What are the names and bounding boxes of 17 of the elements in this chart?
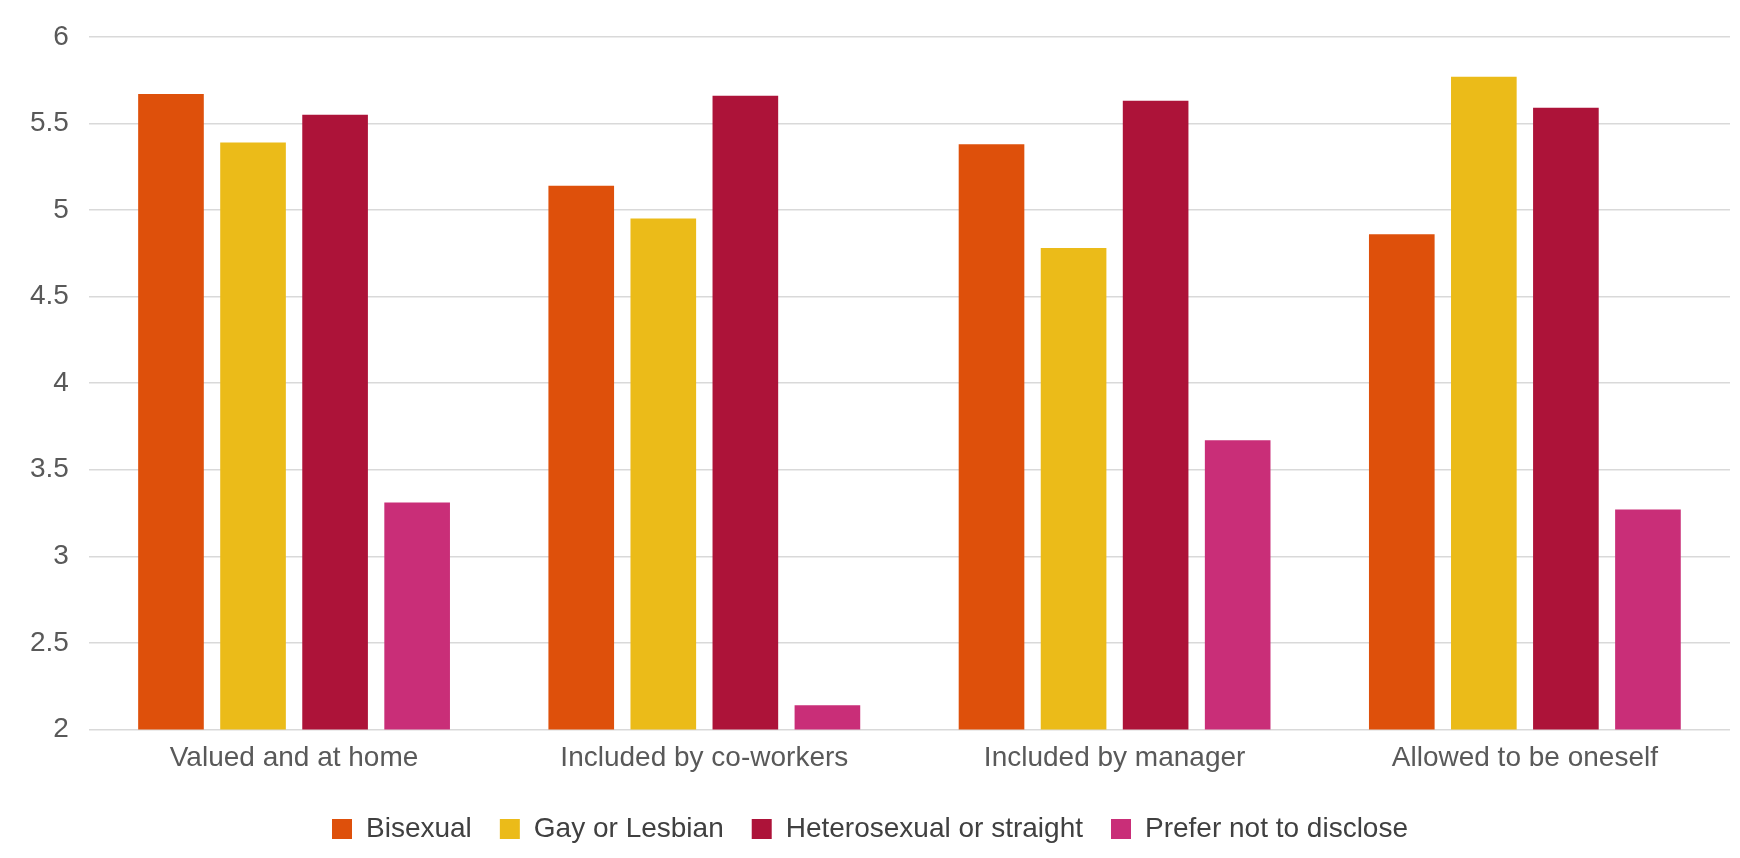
legend-label: Heterosexual or straight <box>785 811 1084 843</box>
x-tick-label: Allowed to be oneself <box>1391 740 1659 772</box>
y-tick-label: 6 <box>53 19 69 51</box>
legend-label: Gay or Lesbian <box>533 811 724 843</box>
x-tick-label: Valued and at home <box>169 740 419 772</box>
y-tick-label: 3.5 <box>29 452 69 484</box>
y-tick-label: 4.5 <box>29 279 69 311</box>
x-tick-label: Included by co-workers <box>560 740 849 772</box>
x-tick-label: Included by manager <box>983 740 1246 772</box>
legend-label: Prefer not to disclose <box>1144 811 1409 843</box>
y-tick-label: 2.5 <box>29 625 69 657</box>
legend-label: Bisexual <box>366 811 472 843</box>
y-tick-label: 4 <box>53 365 69 397</box>
y-tick-label: 5.5 <box>29 106 69 138</box>
y-tick-label: 5 <box>53 192 69 224</box>
y-tick-label: 3 <box>53 538 69 570</box>
y-tick-label: 2 <box>53 712 69 744</box>
